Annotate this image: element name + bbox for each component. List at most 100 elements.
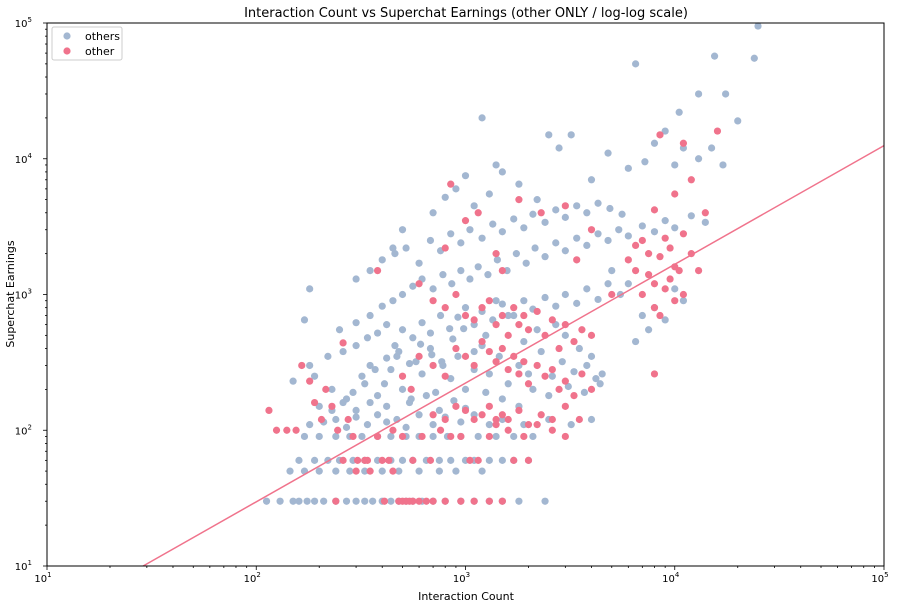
point-others-105 [398,385,407,393]
point-others-124 [558,358,566,366]
point-other-104 [407,385,415,393]
point-others-179 [541,253,549,261]
point-other-39 [363,456,372,464]
point-other-8 [322,385,330,393]
point-other-93 [520,311,528,320]
point-other-158 [661,285,669,293]
point-others-293 [422,392,430,400]
point-other-163 [694,267,703,275]
point-others-244 [719,161,727,169]
point-others-101 [373,392,382,400]
point-others-160 [352,319,360,327]
point-others-205 [478,234,486,242]
point-other-45 [426,456,435,464]
point-others-112 [447,375,455,383]
point-others-258 [638,311,646,320]
point-other-87 [485,297,493,305]
point-other-66 [537,209,545,217]
point-other-1 [272,426,281,434]
point-others-140 [436,311,445,320]
point-other-103 [398,372,407,380]
point-others-30 [346,467,354,475]
point-others-262 [679,297,688,305]
point-others-157 [604,280,612,288]
point-others-225 [452,185,460,193]
point-other-31 [470,497,478,505]
point-others-126 [583,361,591,370]
point-other-159 [671,297,679,305]
x-tick-label: 104 [662,571,680,585]
point-others-181 [561,247,569,255]
point-other-88 [492,321,500,329]
point-others-290 [366,398,374,407]
point-others-245 [478,114,486,122]
point-others-178 [531,244,539,252]
point-other-12 [344,415,352,424]
point-others-31 [361,467,369,475]
point-other-3 [292,426,300,434]
point-other-76 [679,139,688,147]
point-other-75 [671,190,679,198]
point-other-10 [334,426,342,434]
point-other-7 [317,415,326,424]
point-others-239 [661,127,669,135]
point-other-95 [533,307,541,316]
point-other-69 [587,226,596,234]
point-others-216 [594,199,602,207]
point-others-135 [391,342,399,350]
point-other-44 [418,432,426,441]
point-other-151 [666,244,674,252]
point-others-207 [498,228,506,236]
point-others-264 [645,326,653,334]
point-others-235 [604,149,612,157]
point-other-110 [470,361,478,370]
point-others-57 [300,432,309,441]
point-other-153 [675,267,683,275]
point-other-72 [645,250,653,258]
point-others-280 [416,340,425,348]
point-others-285 [361,380,369,388]
point-others-96 [328,385,336,393]
point-other-162 [679,290,688,299]
point-other-0 [265,406,273,415]
point-others-117 [485,370,493,378]
point-other-83 [452,290,460,299]
point-others-233 [567,131,575,139]
point-other-90 [504,331,512,339]
point-others-229 [498,168,506,176]
point-others-149 [520,297,528,305]
point-others-163 [389,297,397,305]
point-others-92 [567,421,575,429]
point-others-6 [320,497,328,505]
point-others-208 [510,215,518,223]
point-others-246 [492,161,500,169]
point-others-8 [342,497,351,505]
point-other-52 [492,415,500,424]
point-others-277 [449,335,457,343]
point-others-295 [450,397,458,405]
point-other-70 [608,290,616,299]
point-others-282 [395,347,403,356]
point-other-139 [524,421,533,429]
point-others-236 [624,164,632,172]
point-others-84 [429,421,437,429]
point-others-248 [632,60,640,68]
point-others-11 [369,497,377,505]
point-others-273 [492,297,500,305]
point-others-152 [552,302,560,310]
point-others-130 [339,347,347,356]
point-other-78 [701,209,709,217]
x-axis-label: Interaction Count [418,590,515,603]
point-others-261 [671,285,679,293]
point-others-304 [596,380,604,388]
point-others-187 [624,232,632,240]
point-others-95 [310,372,319,380]
point-other-102 [587,331,596,339]
point-other-74 [656,131,664,139]
point-others-266 [575,344,583,353]
point-other-92 [515,321,523,329]
point-others-80 [383,418,391,426]
point-other-140 [537,411,545,419]
point-other-109 [461,352,470,360]
